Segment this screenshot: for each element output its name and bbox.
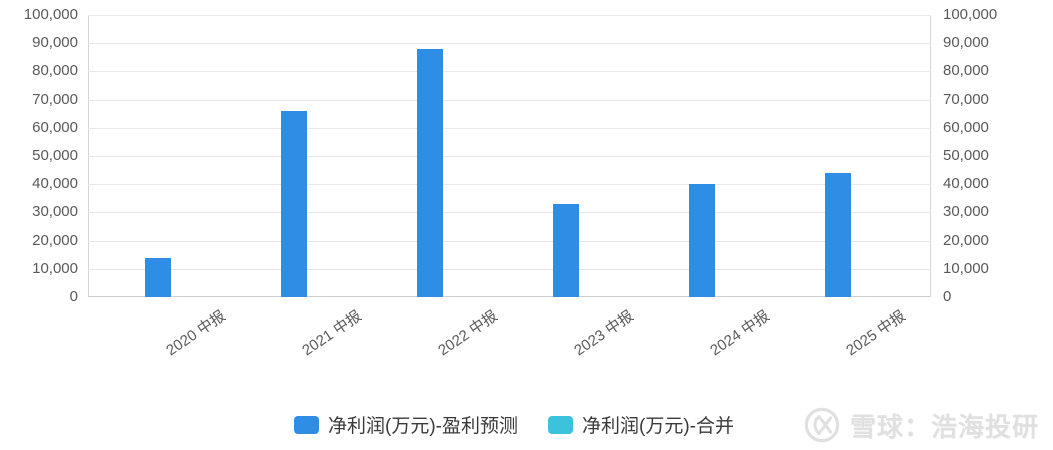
gridline: [88, 268, 931, 270]
gridline: [88, 127, 931, 129]
y-tick-label-right: 60,000: [943, 118, 989, 136]
legend-label: 净利润(万元)-合并: [582, 416, 734, 437]
y-tick-label-left: 20,000: [32, 231, 78, 249]
bar-2022-中报[interactable]: [417, 48, 443, 297]
legend-label: 净利润(万元)-盈利预测: [328, 416, 518, 437]
y-tick-label-left: 100,000: [23, 6, 78, 23]
y-tick-label-right: 70,000: [943, 90, 989, 108]
chart-legend: 净利润(万元)-盈利预测 净利润(万元)-合并: [294, 411, 734, 438]
x-tick-label: 2021 中报: [299, 307, 366, 360]
x-tick-label: 2022 中报: [435, 307, 502, 360]
watermark: 雪球：浩海投研: [803, 406, 1039, 444]
y-tick-label-right: 20,000: [943, 231, 989, 249]
legend-item-1[interactable]: 净利润(万元)-合并: [548, 411, 734, 438]
y-tick-label-left: 60,000: [32, 118, 78, 136]
bar-2021-中报[interactable]: [281, 110, 307, 297]
y-tick-label-left: 0: [69, 288, 78, 305]
y-tick-label-right: 40,000: [943, 175, 989, 193]
y-tick-label-right: 90,000: [943, 34, 989, 52]
x-tick-label: 2025 中报: [843, 307, 910, 360]
y-tick-label-right: 80,000: [943, 62, 989, 80]
watermark-text: 雪球：浩海投研: [849, 411, 1039, 442]
y-tick-label-left: 90,000: [32, 34, 78, 52]
gridline: [88, 43, 931, 45]
bar-2023-中报[interactable]: [553, 203, 579, 297]
y-tick-label-right: 10,000: [943, 259, 989, 277]
gridline: [88, 156, 931, 157]
y-tick-label-left: 80,000: [32, 62, 78, 80]
legend-swatch-icon: [548, 415, 573, 434]
gridline: [88, 15, 931, 16]
legend-swatch-icon: [294, 415, 320, 434]
y-tick-label-left: 10,000: [32, 259, 78, 277]
xueqiu-logo-icon: [804, 407, 840, 443]
y-tick-label-left: 30,000: [32, 203, 78, 221]
y-tick-label-right: 50,000: [943, 147, 989, 164]
gridline: [88, 184, 931, 186]
y-tick-label-right: 30,000: [943, 203, 989, 221]
y-tick-label-left: 50,000: [32, 147, 78, 164]
y-tick-label-left: 70,000: [32, 90, 78, 108]
gridline: [88, 99, 931, 101]
y-tick-label-right: 100,000: [943, 6, 998, 23]
x-tick-label: 2023 中报: [571, 307, 638, 360]
x-tick-label: 2024 中报: [707, 307, 774, 360]
bar-2024-中报[interactable]: [689, 184, 715, 297]
x-tick-label: 2020 中报: [163, 307, 230, 360]
gridline: [88, 212, 931, 214]
gridline: [88, 240, 931, 242]
y-tick-label-right: 0: [943, 288, 952, 305]
legend-item-0[interactable]: 净利润(万元)-盈利预测: [294, 411, 518, 438]
y-tick-label-left: 40,000: [32, 175, 78, 193]
bar-2020-中报[interactable]: [145, 257, 171, 297]
bar-2025-中报[interactable]: [825, 172, 851, 297]
gridline: [88, 71, 931, 73]
